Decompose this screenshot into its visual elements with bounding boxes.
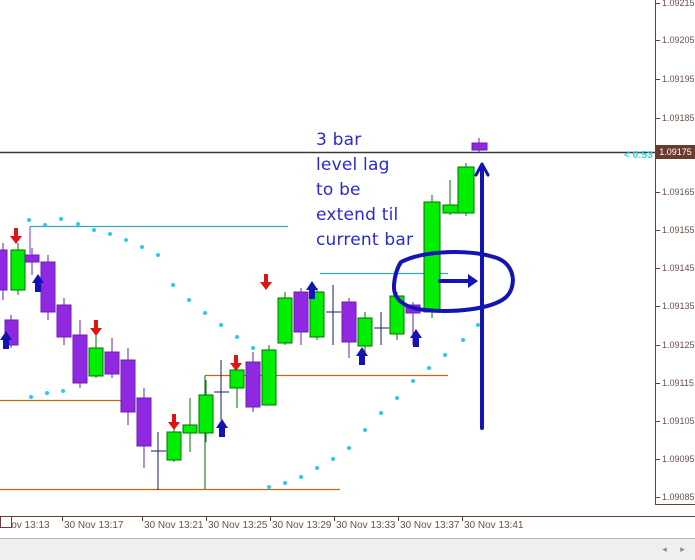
annotation-line: level lag xyxy=(316,155,390,175)
annotation-line: to be xyxy=(316,180,361,200)
chart-plot-area[interactable]: 3 bar level lag to be extend til current… xyxy=(0,0,655,516)
candle xyxy=(24,248,40,275)
buy-arrow-icon xyxy=(32,274,44,292)
sell-arrow-icon xyxy=(260,274,272,290)
time-tick: 30 Nov 13:29 xyxy=(272,520,332,531)
sell-arrow-icon xyxy=(90,320,102,336)
chart-annotation-text: 3 bar level lag to be extend til current… xyxy=(316,128,413,253)
hand-drawn-ellipse xyxy=(391,250,515,313)
candle xyxy=(166,425,182,462)
price-axis[interactable]: 1.09215 1.09205 1.09195 1.09185 1.09165 … xyxy=(655,0,695,516)
price-tick: 1.09185 xyxy=(656,112,695,124)
price-tick: 1.09145 xyxy=(656,262,695,274)
price-tick: 1.09085 xyxy=(656,491,695,503)
buy-arrow-icon xyxy=(216,419,228,437)
time-tick: 30 Nov 13:37 xyxy=(400,520,460,531)
candle xyxy=(182,398,198,452)
parabolic-sar-dots xyxy=(27,217,480,489)
price-tick: 1.09155 xyxy=(656,224,695,236)
candle xyxy=(245,352,261,412)
time-tick: Nov 13:13 xyxy=(4,520,50,531)
candle xyxy=(341,298,357,358)
candle xyxy=(120,348,136,425)
candle xyxy=(198,380,214,442)
candle xyxy=(72,320,88,388)
candle-series xyxy=(0,138,488,490)
candle xyxy=(277,292,293,345)
price-tick: 1.09205 xyxy=(656,34,695,46)
annotation-line: extend til xyxy=(316,205,399,225)
level-lines xyxy=(0,225,448,491)
candle xyxy=(0,243,8,300)
time-tick: 30 Nov 13:41 xyxy=(464,520,524,531)
candle xyxy=(88,335,104,378)
vertical-line-arrowhead xyxy=(474,162,490,177)
time-axis[interactable]: Nov 13:13 30 Nov 13:17 30 Nov 13:21 30 N… xyxy=(0,516,695,538)
bar-countdown-timer: < 0:53 xyxy=(624,150,653,161)
axis-toggle-box[interactable] xyxy=(0,516,12,528)
buy-arrow-icon xyxy=(306,281,318,299)
sell-arrow-icon xyxy=(10,228,22,244)
candle xyxy=(326,285,341,345)
candle xyxy=(136,388,152,468)
hand-drawn-right-arrow xyxy=(438,274,478,288)
buy-arrow-icon xyxy=(0,331,12,349)
candle xyxy=(56,298,72,345)
price-tick: 1.09165 xyxy=(656,186,695,198)
scroll-right-icon[interactable]: ▸ xyxy=(680,544,685,554)
signal-arrows xyxy=(0,228,422,437)
price-tick: 1.09115 xyxy=(656,377,695,389)
candle xyxy=(374,312,389,345)
candle xyxy=(214,360,229,420)
buy-arrow-icon xyxy=(356,347,368,365)
annotation-line: 3 bar xyxy=(316,130,362,150)
candle xyxy=(442,180,459,215)
time-tick: 30 Nov 13:33 xyxy=(336,520,396,531)
scrollbar-track[interactable] xyxy=(0,539,695,560)
candle xyxy=(457,163,475,216)
price-tick: 1.09195 xyxy=(656,73,695,85)
candle xyxy=(423,195,441,318)
sell-arrow-icon xyxy=(230,355,242,371)
candle xyxy=(357,312,373,352)
annotation-line: current bar xyxy=(316,230,414,250)
candlestick-canvas xyxy=(0,138,655,491)
price-tick: 1.09095 xyxy=(656,453,695,465)
candle xyxy=(104,338,120,378)
hand-drawn-markup xyxy=(391,162,515,430)
current-price-tag: 1.09175 xyxy=(656,145,695,159)
time-tick: 30 Nov 13:17 xyxy=(64,520,124,531)
price-tick: 1.09135 xyxy=(656,300,695,312)
buy-arrow-icon xyxy=(410,329,422,347)
candle xyxy=(40,255,56,320)
price-tick: 1.09215 xyxy=(656,0,695,9)
time-tick: 30 Nov 13:25 xyxy=(208,520,268,531)
candle xyxy=(261,345,277,406)
candle xyxy=(229,365,245,408)
candle xyxy=(309,288,325,340)
candle xyxy=(293,288,309,345)
candle xyxy=(10,243,26,295)
horizontal-scrollbar[interactable]: ◂ ▸ xyxy=(0,538,695,560)
candle-current xyxy=(471,138,488,152)
price-tick: 1.09125 xyxy=(656,339,695,351)
time-tick: 30 Nov 13:21 xyxy=(144,520,204,531)
price-tick: 1.09105 xyxy=(656,415,695,427)
sell-arrow-icon xyxy=(168,414,180,430)
scroll-left-icon[interactable]: ◂ xyxy=(662,544,667,554)
candle xyxy=(151,432,166,490)
